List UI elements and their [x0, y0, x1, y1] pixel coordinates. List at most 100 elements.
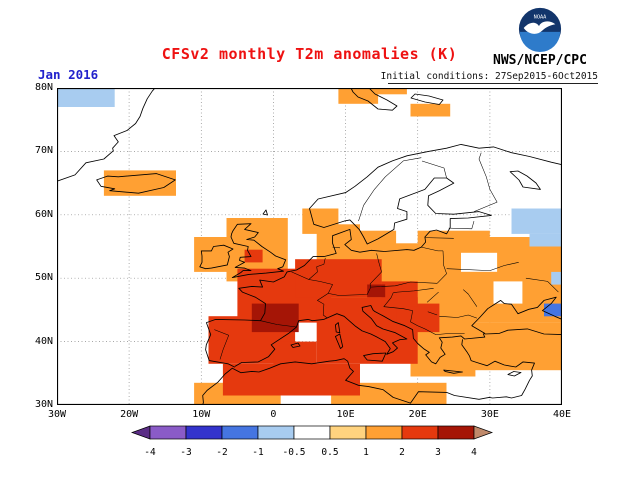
- legend-segment: [365, 425, 403, 440]
- legend-segment: [221, 425, 259, 440]
- legend-tick-label: 0.5: [321, 447, 338, 458]
- border-norway-sweden: [358, 157, 422, 222]
- header-rule: [388, 83, 598, 84]
- border-finland-russia: [473, 152, 498, 212]
- anomaly-cell: [461, 252, 498, 272]
- coastline-mediterranean-north: [234, 296, 562, 367]
- lon-tick-label: 0: [270, 409, 277, 420]
- anomaly-cell: [103, 170, 176, 196]
- coastline-white-sea: [509, 170, 541, 190]
- coastline-atlantic-baltic-arctic: [205, 143, 562, 368]
- border-ukraine-russia: [525, 277, 559, 293]
- anomaly-cell: [244, 249, 263, 263]
- map-title: CFSv2 monthly T2m anomalies (K): [161, 45, 458, 63]
- lon-tick-label: 40E: [552, 409, 572, 420]
- anomaly-cell: [461, 322, 562, 371]
- color-scale-legend: -4 -3 -2 -1 -0.5 0.5 1 2 3 4: [130, 425, 494, 458]
- anomaly-cell: [251, 303, 299, 333]
- anomaly-cell: [222, 363, 360, 396]
- anomaly-cell: [367, 284, 386, 298]
- map-frame-border: [57, 88, 562, 405]
- lon-tick-label: 20W: [120, 409, 139, 420]
- initial-conditions-label: Initial conditions: 27Sep2015-6Oct2015: [380, 71, 598, 82]
- seagull-icon: [523, 21, 556, 34]
- legend-tick-label: -4: [144, 447, 156, 458]
- border-denmark-germany: [332, 246, 341, 249]
- border-poland-east: [437, 250, 447, 284]
- anomaly-cell: [551, 271, 562, 285]
- lat-tick-label: 60N: [34, 208, 53, 220]
- legend-segment: [185, 425, 223, 440]
- lon-tick-label: 20E: [408, 409, 427, 420]
- anomaly-cell: [544, 303, 562, 317]
- border-latvia-estonia: [448, 227, 472, 230]
- anomaly-cell: [529, 233, 562, 247]
- country-borders-layer: [214, 152, 559, 360]
- border-poland-lithuania: [421, 246, 443, 252]
- anomaly-cell: [396, 303, 440, 333]
- coastline-shetland: [262, 209, 268, 216]
- legend-tick-label: -3: [180, 447, 191, 458]
- coastline-layer: [57, 88, 562, 405]
- forecast-month-label: Jan 2016: [38, 67, 99, 82]
- coastline-iceland: [96, 173, 176, 194]
- legend-tick-label: -1: [252, 447, 264, 458]
- border-lithuania-latvia: [424, 237, 454, 239]
- coastline-levant-africa: [202, 339, 535, 405]
- legend-segment: [329, 425, 367, 440]
- border-romania-moldova: [463, 289, 478, 307]
- anomaly-cell: [381, 281, 418, 307]
- anomaly-cells-layer: [57, 88, 562, 405]
- anomaly-cell: [511, 208, 562, 234]
- border-benelux-germany: [308, 257, 326, 280]
- noaa-logo: NOAA: [517, 6, 563, 52]
- legend-tick-label: 4: [471, 447, 477, 458]
- coastline-cyprus: [507, 371, 522, 377]
- legend-segment: [257, 425, 295, 440]
- coastline-corsica: [334, 322, 341, 334]
- legend-tick-label: -2: [216, 447, 227, 458]
- legend-tick-label: -0.5: [283, 447, 306, 458]
- border-hungary-north: [393, 288, 434, 294]
- coastline-black-sea-south: [484, 328, 562, 336]
- europe-map: [57, 88, 562, 405]
- border-czech-slovakia-south: [370, 281, 438, 288]
- legend-segment: [437, 425, 475, 440]
- anomaly-cell: [410, 103, 451, 117]
- coastline-svalbard-east: [410, 93, 444, 105]
- border-germany-poland-czech: [369, 253, 382, 288]
- border-romania-bulgaria: [439, 314, 477, 319]
- coastline-sicily: [363, 352, 387, 362]
- coastline-crete: [443, 369, 463, 374]
- lat-tick-label: 40N: [34, 335, 53, 347]
- lon-tick-label: 30W: [47, 409, 67, 420]
- legend-segment: [401, 425, 439, 440]
- border-serbia-romania: [427, 311, 438, 316]
- anomaly-cell: [493, 281, 523, 304]
- logo-ocean-half: [519, 31, 561, 52]
- agency-label: NWS/NCEP/CPC: [493, 53, 587, 68]
- lon-tick-label: 10E: [336, 409, 355, 420]
- border-belarus-ukraine: [446, 262, 519, 271]
- border-portugal-spain: [214, 329, 229, 360]
- lat-tick-label: 80N: [34, 82, 53, 93]
- lon-tick-label: 10W: [192, 409, 211, 420]
- coastline-svalbard-west: [350, 88, 398, 111]
- lon-tick-label: 30E: [480, 409, 499, 420]
- border-estonia-russia: [471, 221, 475, 229]
- lat-tick-label: 70N: [34, 145, 53, 157]
- border-spain-france: [260, 320, 297, 328]
- legend-tick-label: 1: [363, 447, 369, 458]
- anomaly-cell: [378, 88, 407, 95]
- legend-arrow-right: [473, 425, 494, 440]
- anomaly-cell: [57, 88, 115, 107]
- lat-tick-label: 50N: [34, 272, 53, 284]
- legend-arrow-left: [130, 425, 151, 440]
- legend-tick-label: 3: [435, 447, 441, 458]
- coastline-great-britain: [230, 223, 287, 279]
- legend-segment: [149, 425, 187, 440]
- anomaly-cell: [338, 88, 379, 104]
- coastline-greenland: [57, 88, 156, 182]
- map-container: [57, 88, 562, 405]
